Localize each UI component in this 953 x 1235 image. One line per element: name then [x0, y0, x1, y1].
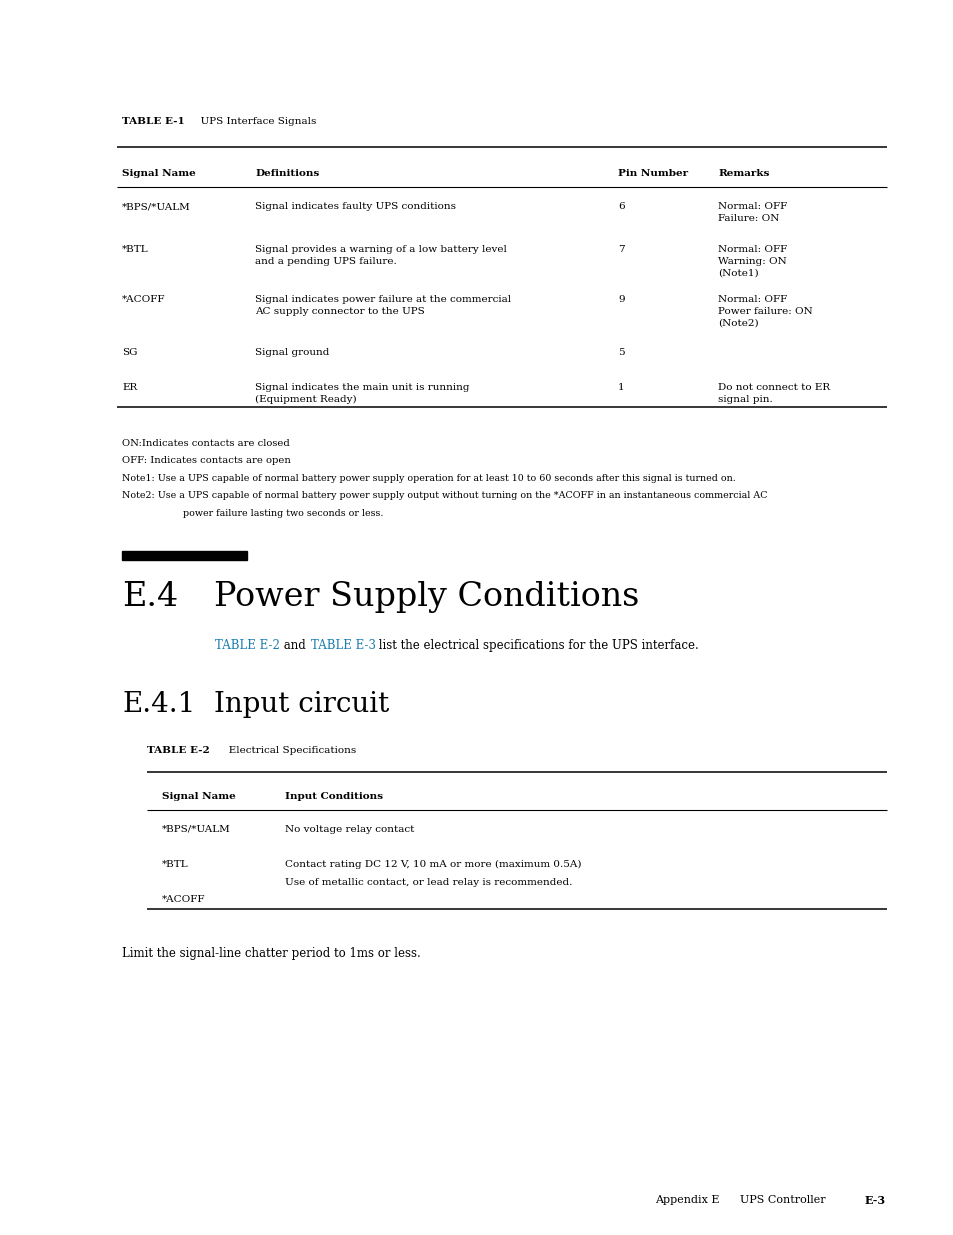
Text: *BPS/*UALM: *BPS/*UALM: [162, 825, 231, 834]
Text: Signal provides a warning of a low battery level
and a pending UPS failure.: Signal provides a warning of a low batte…: [254, 245, 506, 266]
Text: Pin Number: Pin Number: [618, 169, 687, 178]
Text: 1: 1: [618, 383, 624, 391]
Text: Note2: Use a UPS capable of normal battery power supply output without turning o: Note2: Use a UPS capable of normal batte…: [122, 492, 767, 500]
Text: Signal indicates the main unit is running
(Equipment Ready): Signal indicates the main unit is runnin…: [254, 383, 469, 404]
Text: Signal ground: Signal ground: [254, 348, 329, 357]
Text: Normal: OFF
Failure: ON: Normal: OFF Failure: ON: [718, 203, 786, 222]
Text: Remarks: Remarks: [718, 169, 768, 178]
Text: list the electrical specifications for the UPS interface.: list the electrical specifications for t…: [375, 638, 698, 652]
Text: *BPS/*UALM: *BPS/*UALM: [122, 203, 191, 211]
Text: and: and: [280, 638, 309, 652]
Text: Input circuit: Input circuit: [213, 690, 389, 718]
Text: TABLE E-2: TABLE E-2: [147, 746, 210, 755]
Text: Do not connect to ER
signal pin.: Do not connect to ER signal pin.: [718, 383, 829, 404]
Text: ER: ER: [122, 383, 137, 391]
Text: E-3: E-3: [864, 1194, 885, 1205]
Text: 9: 9: [618, 295, 624, 304]
Text: Signal indicates power failure at the commercial
AC supply connector to the UPS: Signal indicates power failure at the co…: [254, 295, 511, 316]
Text: Input Conditions: Input Conditions: [285, 792, 382, 800]
Bar: [122, 551, 247, 559]
Text: Normal: OFF
Power failure: ON
(Note2): Normal: OFF Power failure: ON (Note2): [718, 295, 812, 327]
Text: Signal Name: Signal Name: [162, 792, 235, 800]
Text: TABLE E-1: TABLE E-1: [122, 117, 185, 126]
Text: UPS Controller: UPS Controller: [740, 1195, 824, 1205]
Text: Note1: Use a UPS capable of normal battery power supply operation for at least 1: Note1: Use a UPS capable of normal batte…: [122, 473, 735, 483]
Text: Signal indicates faulty UPS conditions: Signal indicates faulty UPS conditions: [254, 203, 456, 211]
Text: Use of metallic contact, or lead relay is recommended.: Use of metallic contact, or lead relay i…: [285, 878, 572, 887]
Text: Limit the signal-line chatter period to 1ms or less.: Limit the signal-line chatter period to …: [122, 946, 420, 960]
Text: Normal: OFF
Warning: ON
(Note1): Normal: OFF Warning: ON (Note1): [718, 245, 786, 278]
Text: E.4.1: E.4.1: [122, 690, 195, 718]
Text: Power Supply Conditions: Power Supply Conditions: [213, 580, 639, 613]
Text: OFF: Indicates contacts are open: OFF: Indicates contacts are open: [122, 456, 291, 466]
Text: 5: 5: [618, 348, 624, 357]
Text: No voltage relay contact: No voltage relay contact: [285, 825, 414, 834]
Text: TABLE E-2: TABLE E-2: [214, 638, 279, 652]
Text: *ACOFF: *ACOFF: [122, 295, 165, 304]
Text: 6: 6: [618, 203, 624, 211]
Text: Appendix E: Appendix E: [655, 1195, 719, 1205]
Text: power failure lasting two seconds or less.: power failure lasting two seconds or les…: [159, 509, 383, 517]
Text: Electrical Specifications: Electrical Specifications: [219, 746, 355, 755]
Text: TABLE E-3: TABLE E-3: [311, 638, 375, 652]
Text: *BTL: *BTL: [162, 860, 189, 868]
Text: UPS Interface Signals: UPS Interface Signals: [193, 117, 316, 126]
Text: 7: 7: [618, 245, 624, 254]
Text: Contact rating DC 12 V, 10 mA or more (maximum 0.5A): Contact rating DC 12 V, 10 mA or more (m…: [285, 860, 581, 868]
Text: E.4: E.4: [122, 580, 178, 613]
Text: Definitions: Definitions: [254, 169, 319, 178]
Text: ON:Indicates contacts are closed: ON:Indicates contacts are closed: [122, 438, 290, 447]
Text: *BTL: *BTL: [122, 245, 149, 254]
Text: Signal Name: Signal Name: [122, 169, 195, 178]
Text: *ACOFF: *ACOFF: [162, 894, 205, 904]
Text: SG: SG: [122, 348, 137, 357]
